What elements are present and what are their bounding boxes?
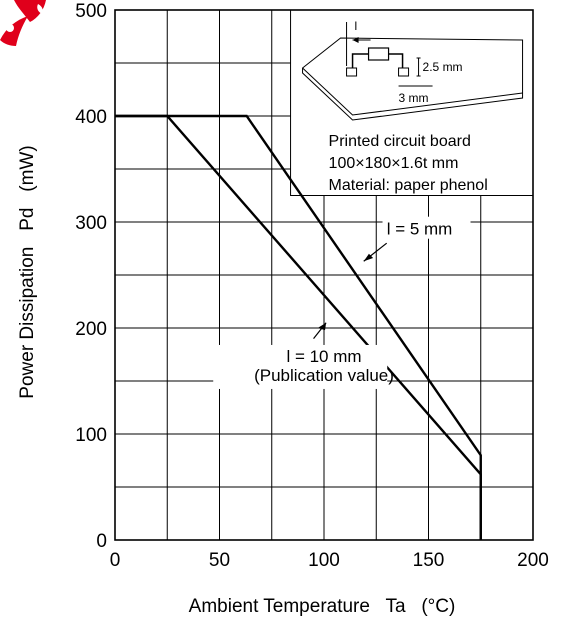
y-tick-label: 400 xyxy=(75,107,107,128)
solder-pad-left xyxy=(346,67,358,77)
series-line-l10mm xyxy=(115,114,482,540)
inset-l-label: l xyxy=(355,19,358,33)
y-axis-title: Power Dissipation Pd (mW) xyxy=(17,145,38,398)
dim-l-arrowhead xyxy=(352,37,359,43)
label-l10-line1: l = 10 mm xyxy=(286,347,361,366)
inset-dim-3: 3 mm xyxy=(399,91,429,105)
label-l10-line2: (Publication value) xyxy=(254,366,394,385)
x-tick-label: 150 xyxy=(413,550,445,571)
component-lead-right xyxy=(388,53,404,70)
y-tick-label: 100 xyxy=(75,425,107,446)
watermark-logo xyxy=(0,0,46,46)
y-tick-label: 500 xyxy=(75,1,107,22)
pcb-board-edge xyxy=(302,67,523,116)
inset-desc-line2: 100×180×1.6t mm xyxy=(329,155,459,172)
x-tick-label: 200 xyxy=(517,550,549,571)
x-tick-labels: 0 50 100 150 200 xyxy=(110,550,549,571)
x-axis-title: Ambient Temperature Ta (°C) xyxy=(189,596,456,617)
label-bg-l10 xyxy=(213,344,388,389)
y-tick-label: 300 xyxy=(75,213,107,234)
solder-pad-right xyxy=(398,67,410,77)
inset-desc-line1: Printed circuit board xyxy=(329,133,471,150)
inset-dim-25: 2.5 mm xyxy=(423,60,463,74)
x-tick-label: 100 xyxy=(308,550,340,571)
pcb-board-drawing xyxy=(302,37,524,121)
arrowhead-l5 xyxy=(363,253,374,262)
curve-annotations: l = 5 mm l = 10 mm(Publication value) xyxy=(213,216,471,389)
plot-frame xyxy=(114,9,534,541)
x-tick-label: 0 xyxy=(110,550,121,571)
y-tick-label: 200 xyxy=(75,319,107,340)
inset-desc-line3: Material: paper phenol xyxy=(329,177,488,194)
data-series xyxy=(115,114,482,540)
arrowhead-l10 xyxy=(317,322,327,331)
pcb-inset: l 2.5 mm 3 mm Printed circuit board 100×180×… xyxy=(290,9,534,196)
label-bg-l5 xyxy=(382,216,471,239)
component-lead-left xyxy=(351,53,369,70)
y-tick-label: 0 xyxy=(96,531,107,552)
y-tick-labels: 0 100 200 300 400 500 xyxy=(75,1,107,552)
x-tick-label: 50 xyxy=(209,550,230,571)
label-l5: l = 5 mm xyxy=(387,220,453,239)
component-body xyxy=(367,47,390,61)
